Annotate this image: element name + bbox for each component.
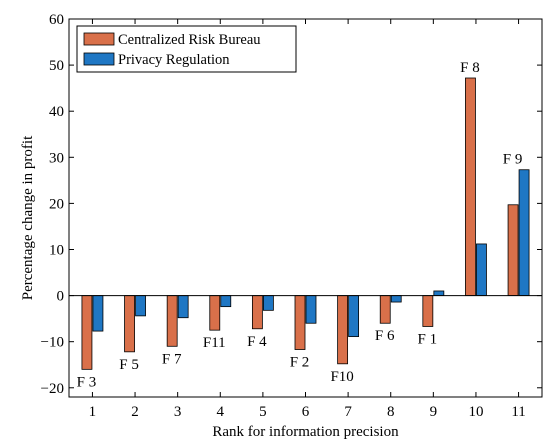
axes-layer: −20 −10 0 10 20 30 40 50 60 1 2 3 4 5 6 7 8 9 10 11: [41, 12, 543, 420]
bar-series1-7: [337, 295, 349, 365]
bar-series1-2: [124, 295, 135, 353]
y-tick-label: 0: [57, 289, 65, 305]
bar-annotation-label: F11: [203, 335, 226, 351]
bar-series1-10: [465, 77, 476, 296]
bar-annotation-label: F 5: [119, 357, 139, 373]
bar-series1-6: [294, 295, 306, 350]
x-tick-label: 5: [259, 404, 267, 420]
y-tick-label: −20: [41, 381, 64, 397]
bar-annotation-label: F 6: [375, 328, 395, 344]
x-tick-label: 3: [174, 404, 182, 420]
legend: Centralized Risk Bureau Privacy Regulatio…: [76, 25, 297, 73]
legend-label-series1: Centralized Risk Bureau: [118, 32, 261, 48]
y-tick-label: 40: [49, 104, 64, 120]
y-tick-label: 50: [49, 58, 64, 74]
bar-annotation-label: F 4: [247, 334, 267, 350]
x-tick-label: 2: [131, 404, 139, 420]
y-axis-label: Percentage change in profit: [20, 135, 36, 300]
x-tick-label: 9: [430, 404, 438, 420]
bar-series1-5: [251, 295, 263, 330]
bar-labels-layer: F 3 F 5 F 7 F11 F 4 F 2 F10 F 6 F 1 F 8 F 9: [77, 60, 523, 390]
bar-series2-9: [433, 290, 445, 296]
bar-annotation-label: F 3: [77, 374, 97, 390]
x-axis-label: Rank for information precision: [212, 424, 399, 440]
x-tick-label: 8: [387, 404, 395, 420]
bar-series1-11: [507, 204, 519, 296]
legend-swatch-series2: [83, 52, 115, 66]
bar-series2-5: [262, 295, 274, 311]
y-tick-label: 30: [49, 150, 64, 166]
legend-swatch-series1: [83, 32, 115, 46]
bar-series2-2: [135, 295, 146, 317]
bars-layer: [81, 77, 530, 370]
bar-series1-3: [166, 295, 178, 347]
bar-annotation-label: F 1: [418, 331, 438, 347]
x-tick-label: 6: [302, 404, 310, 420]
bar-annotation-label: F10: [330, 369, 353, 385]
legend-label-series2: Privacy Regulation: [118, 52, 230, 68]
bar-series1-8: [379, 295, 391, 324]
x-tick-label: 4: [217, 404, 225, 420]
bar-series2-7: [348, 295, 360, 338]
bar-series2-11: [518, 169, 530, 296]
y-tick-label: 60: [49, 12, 64, 28]
x-tick-label: 1: [89, 404, 97, 420]
bar-annotation-label: F 7: [162, 351, 182, 367]
x-tick-label: 11: [511, 404, 525, 420]
y-tick-label: 20: [49, 196, 64, 212]
bar-series1-9: [422, 295, 434, 327]
y-tick-label: −10: [41, 335, 64, 351]
bar-series1-1: [81, 295, 93, 370]
bar-annotation-label: F 8: [460, 60, 480, 76]
bar-series2-10: [476, 243, 487, 296]
bar-series2-4: [220, 295, 232, 308]
bar-series1-4: [209, 295, 221, 331]
y-tick-label: 10: [49, 242, 64, 258]
bar-annotation-label: F 9: [503, 152, 523, 168]
bar-series2-1: [92, 295, 104, 332]
x-tick-label: 10: [468, 404, 483, 420]
bar-series2-6: [305, 295, 317, 324]
bar-series2-8: [390, 295, 402, 303]
bar-series2-3: [177, 295, 189, 319]
x-tick-label: 7: [344, 404, 352, 420]
bar-annotation-label: F 2: [290, 355, 310, 371]
